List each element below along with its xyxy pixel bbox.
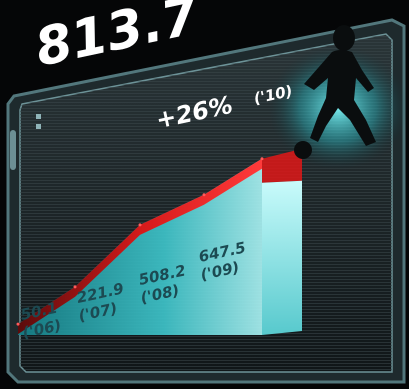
area-end-face bbox=[262, 180, 302, 335]
data-point-08 bbox=[138, 223, 142, 227]
series-ribbon bbox=[18, 158, 262, 335]
area-end-cap bbox=[262, 148, 302, 183]
data-point-10 bbox=[260, 157, 264, 161]
data-point-07 bbox=[73, 285, 77, 289]
data-point-06 bbox=[16, 322, 20, 326]
data-point-09 bbox=[202, 193, 206, 197]
soccer-player-icon bbox=[294, 25, 376, 159]
